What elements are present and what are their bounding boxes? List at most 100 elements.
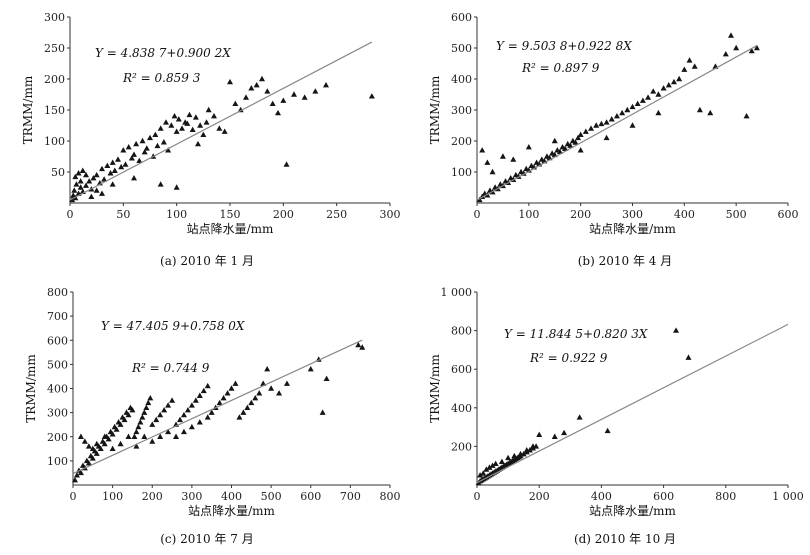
- data-point: [224, 390, 231, 396]
- regression-equation: Y = 9.503 8+0.922 8X: [496, 39, 632, 53]
- x-tick-label: 600: [653, 490, 674, 503]
- data-point: [645, 94, 652, 100]
- data-point: [655, 109, 662, 116]
- r-squared-label: R² = 0.744 9: [131, 361, 210, 375]
- data-point: [264, 88, 271, 94]
- data-point: [529, 443, 536, 449]
- data-point: [192, 114, 199, 120]
- y-tick-label: 100: [451, 166, 472, 179]
- x-tick-label: 200: [142, 490, 163, 503]
- data-point: [582, 128, 589, 134]
- data-point: [79, 167, 86, 173]
- data-point: [113, 426, 120, 432]
- data-point: [184, 120, 191, 126]
- data-point: [149, 438, 156, 444]
- data-point: [673, 327, 680, 333]
- data-point: [268, 385, 275, 391]
- data-point: [188, 423, 195, 430]
- data-point: [256, 390, 263, 396]
- data-point: [105, 435, 112, 442]
- data-point: [276, 390, 283, 396]
- data-point: [236, 414, 243, 420]
- data-point: [139, 137, 146, 144]
- data-point: [173, 128, 180, 134]
- data-point: [319, 409, 326, 415]
- data-point: [598, 120, 605, 127]
- y-tick-label: 400: [47, 383, 68, 396]
- data-point: [81, 438, 88, 444]
- data-point: [685, 354, 692, 360]
- data-point: [136, 157, 143, 164]
- y-tick-label: 400: [451, 402, 472, 415]
- data-point: [655, 91, 662, 97]
- data-point: [154, 142, 161, 149]
- y-axis-label: TRMM/mm: [24, 354, 38, 423]
- data-point: [232, 100, 239, 106]
- data-point: [117, 440, 124, 447]
- data-point: [489, 168, 496, 175]
- data-point: [359, 344, 366, 350]
- data-point: [122, 161, 129, 167]
- data-point: [125, 411, 132, 418]
- data-point: [176, 416, 183, 423]
- y-axis-label: TRMM/mm: [21, 75, 35, 144]
- regression-line: [476, 45, 758, 201]
- data-point: [141, 148, 148, 155]
- data-point: [283, 380, 290, 386]
- data-point: [73, 181, 80, 187]
- data-point: [168, 122, 175, 128]
- data-point: [77, 433, 84, 439]
- data-point: [133, 443, 140, 449]
- x-tick-label: 100: [518, 208, 539, 221]
- data-point: [323, 82, 329, 88]
- data-point: [173, 433, 180, 439]
- data-point: [115, 156, 121, 162]
- y-axis-label: TRMM/mm: [428, 354, 442, 423]
- data-point: [93, 187, 100, 193]
- data-point: [722, 51, 729, 57]
- data-point: [567, 142, 574, 148]
- data-point: [72, 173, 79, 180]
- data-point: [243, 94, 249, 100]
- data-point: [197, 122, 204, 128]
- y-tick-label: 600: [451, 11, 472, 24]
- y-tick-label: 700: [47, 310, 68, 323]
- panel-caption: (a) 2010 年 1 月: [160, 254, 254, 268]
- data-point: [89, 455, 96, 461]
- y-tick-label: 100: [44, 135, 65, 148]
- y-tick-label: 400: [451, 73, 472, 86]
- x-axis-label: 站点降水量/mm: [589, 222, 676, 236]
- data-point: [89, 445, 96, 452]
- y-axis-label: TRMM/mm: [428, 75, 442, 144]
- x-axis-label: 站点降水量/mm: [589, 504, 676, 518]
- data-point: [216, 399, 223, 406]
- data-point: [593, 122, 600, 128]
- data-point: [629, 122, 636, 128]
- x-tick-label: 0: [70, 490, 77, 503]
- data-point: [125, 433, 132, 439]
- panel-caption: (c) 2010 年 7 月: [160, 532, 254, 546]
- data-point: [97, 445, 104, 452]
- y-tick-label: 600: [47, 334, 68, 347]
- x-tick-label: 100: [102, 490, 123, 503]
- data-point: [269, 100, 276, 106]
- y-tick-label: 300: [44, 11, 65, 24]
- data-point: [753, 44, 760, 51]
- panel-d: 0 200 400 600 800 1 000 200 400 600 800 1 000 站点降水量…: [428, 286, 804, 546]
- data-point: [681, 66, 688, 72]
- regression-line: [476, 323, 789, 484]
- data-point: [195, 140, 201, 147]
- data-point: [536, 431, 543, 438]
- data-point: [520, 170, 527, 176]
- data-point: [220, 394, 227, 401]
- data-point: [283, 161, 290, 167]
- data-point: [492, 460, 499, 466]
- y-tick-label: 100: [47, 455, 68, 468]
- data-point: [577, 147, 584, 153]
- data-point: [248, 85, 255, 91]
- data-point: [196, 392, 203, 398]
- data-point: [498, 458, 505, 465]
- data-point: [577, 131, 584, 137]
- data-point: [143, 145, 150, 151]
- data-point: [200, 131, 207, 137]
